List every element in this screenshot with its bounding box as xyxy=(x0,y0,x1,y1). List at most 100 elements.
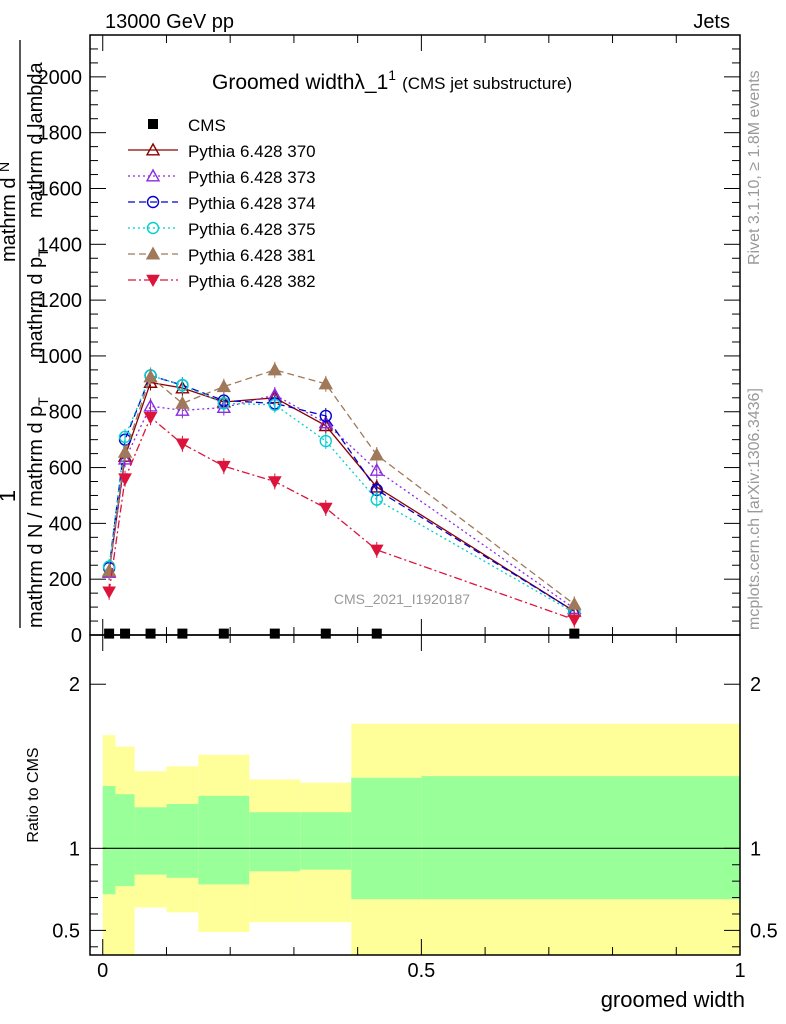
legend-label: Pythia 6.428 381 xyxy=(188,246,316,265)
mcplots-reference-label: mcplots.cern.ch [arXiv:1306.3436] xyxy=(746,388,763,630)
legend-marker xyxy=(145,142,161,156)
data-point xyxy=(175,395,190,409)
main-ytick-label: 0 xyxy=(71,625,82,647)
ratio-ytick-label: 0.5 xyxy=(52,920,80,942)
ylabel-denominator: mathrm d N / mathrm d pT xyxy=(25,397,51,628)
main-ytick-label: 1600 xyxy=(38,178,83,200)
legend-entry: Pythia 6.428 373 xyxy=(128,168,316,187)
ratio-band-green xyxy=(300,812,352,870)
legend-entry: Pythia 6.428 375 xyxy=(128,220,316,239)
legend-label: Pythia 6.428 370 xyxy=(188,142,316,161)
main-ytick-label: 1400 xyxy=(38,234,83,256)
legend-entry: Pythia 6.428 374 xyxy=(128,194,316,213)
main-ytick-label: 800 xyxy=(49,402,82,424)
ratio-ytick-label-right: 1 xyxy=(750,838,761,860)
series-line xyxy=(108,416,575,621)
legend-marker xyxy=(146,221,160,235)
data-point xyxy=(370,493,383,506)
series-pythia-6-428-370 xyxy=(101,374,582,620)
legend-label: Pythia 6.428 375 xyxy=(188,220,316,239)
data-point xyxy=(145,628,156,639)
ratio-band-green xyxy=(198,795,250,885)
data-point xyxy=(102,586,116,599)
data-point xyxy=(143,369,158,383)
data-point xyxy=(175,438,190,451)
ratio-plot-frame xyxy=(89,634,741,956)
legend-entry: CMS xyxy=(148,116,226,135)
ratio-band-green xyxy=(115,794,135,887)
data-point xyxy=(216,460,231,474)
legend-marker xyxy=(145,246,161,260)
main-y-axis-label: 1 mathrm d N / mathrm d pT mathrm d N ma… xyxy=(0,40,51,628)
xtick-label: 0.5 xyxy=(407,960,435,982)
ratio-band-green xyxy=(421,776,740,900)
ratio-ytick-label-right: 0.5 xyxy=(750,920,778,942)
data-point xyxy=(267,362,282,376)
data-point xyxy=(567,614,582,627)
data-point xyxy=(269,628,280,639)
main-plot-panel: CMS_2021_I1920187 0 200 400 600 800 1000 1200 1… xyxy=(38,34,741,647)
ratio-ytick-label: 1 xyxy=(69,838,80,860)
data-point xyxy=(218,628,229,639)
ratio-y-axis-label: Ratio to CMS xyxy=(25,747,42,842)
data-point xyxy=(369,462,384,476)
legend-entry: Pythia 6.428 382 xyxy=(128,272,316,291)
ratio-band-green xyxy=(102,785,116,895)
jets-label: Jets xyxy=(693,11,730,33)
data-point xyxy=(319,409,332,423)
main-ytick-label: 1200 xyxy=(38,290,83,312)
legend-label: CMS xyxy=(188,116,226,135)
data-point xyxy=(177,628,188,639)
ratio-band-green xyxy=(351,777,422,900)
ratio-band-green xyxy=(134,807,167,875)
ratio-ytick-label: 2 xyxy=(69,674,80,696)
chart-title: Groomed widthλ_11 (CMS jet substructure) xyxy=(212,67,572,94)
main-ytick-label: 600 xyxy=(49,458,82,480)
data-point xyxy=(318,502,333,516)
data-point xyxy=(104,628,115,639)
data-point xyxy=(143,412,158,425)
data-point xyxy=(117,444,133,458)
data-point xyxy=(217,397,231,410)
data-point xyxy=(120,628,131,639)
series-pythia-6-428-373 xyxy=(101,387,582,617)
data-point xyxy=(268,398,282,411)
xtick-label: 0 xyxy=(97,960,108,982)
main-ytick-label: 1000 xyxy=(38,346,83,368)
legend-label: Pythia 6.428 373 xyxy=(188,168,316,187)
x-axis-label: groomed width xyxy=(601,987,745,1012)
data-point xyxy=(216,400,232,414)
legend-marker xyxy=(148,119,158,129)
data-point xyxy=(216,379,232,393)
ylabel-lambda: mathrm d lambda xyxy=(25,62,47,218)
ratio-plot-panel: 0.5 0.51 12 2 0 0.5 1 xyxy=(52,634,778,982)
series-pythia-6-428-382 xyxy=(102,409,582,628)
data-point xyxy=(319,434,332,448)
data-point xyxy=(118,473,132,486)
ratio-ytick-label-right: 2 xyxy=(750,674,761,696)
ylabel-numerator-dn: mathrm d N xyxy=(0,162,20,262)
energy-label: 13000 GeV pp xyxy=(105,11,234,33)
main-ytick-label: 400 xyxy=(49,513,82,535)
ylabel-numerator-one: 1 xyxy=(0,490,20,502)
ylabel-denominator-dpt: mathrm d pT xyxy=(25,248,51,358)
data-point xyxy=(569,628,580,639)
data-point xyxy=(567,596,582,610)
series-cms xyxy=(104,628,580,639)
main-ytick-label: 1800 xyxy=(38,123,83,145)
data-point xyxy=(175,402,190,416)
data-point xyxy=(318,415,333,429)
data-point xyxy=(369,544,384,557)
analysis-watermark: CMS_2021_I1920187 xyxy=(334,591,470,607)
ratio-band-green xyxy=(249,812,301,872)
legend-marker xyxy=(146,274,160,288)
data-point xyxy=(371,628,382,639)
rivet-version-label: Rivet 3.1.10, ≥ 1.8M events xyxy=(746,70,763,265)
series-line xyxy=(108,369,575,605)
legend-entry: Pythia 6.428 370 xyxy=(128,142,316,161)
legend-label: Pythia 6.428 374 xyxy=(188,194,316,213)
data-point xyxy=(318,376,333,390)
xtick-label: 1 xyxy=(734,960,745,982)
data-point xyxy=(320,628,331,639)
